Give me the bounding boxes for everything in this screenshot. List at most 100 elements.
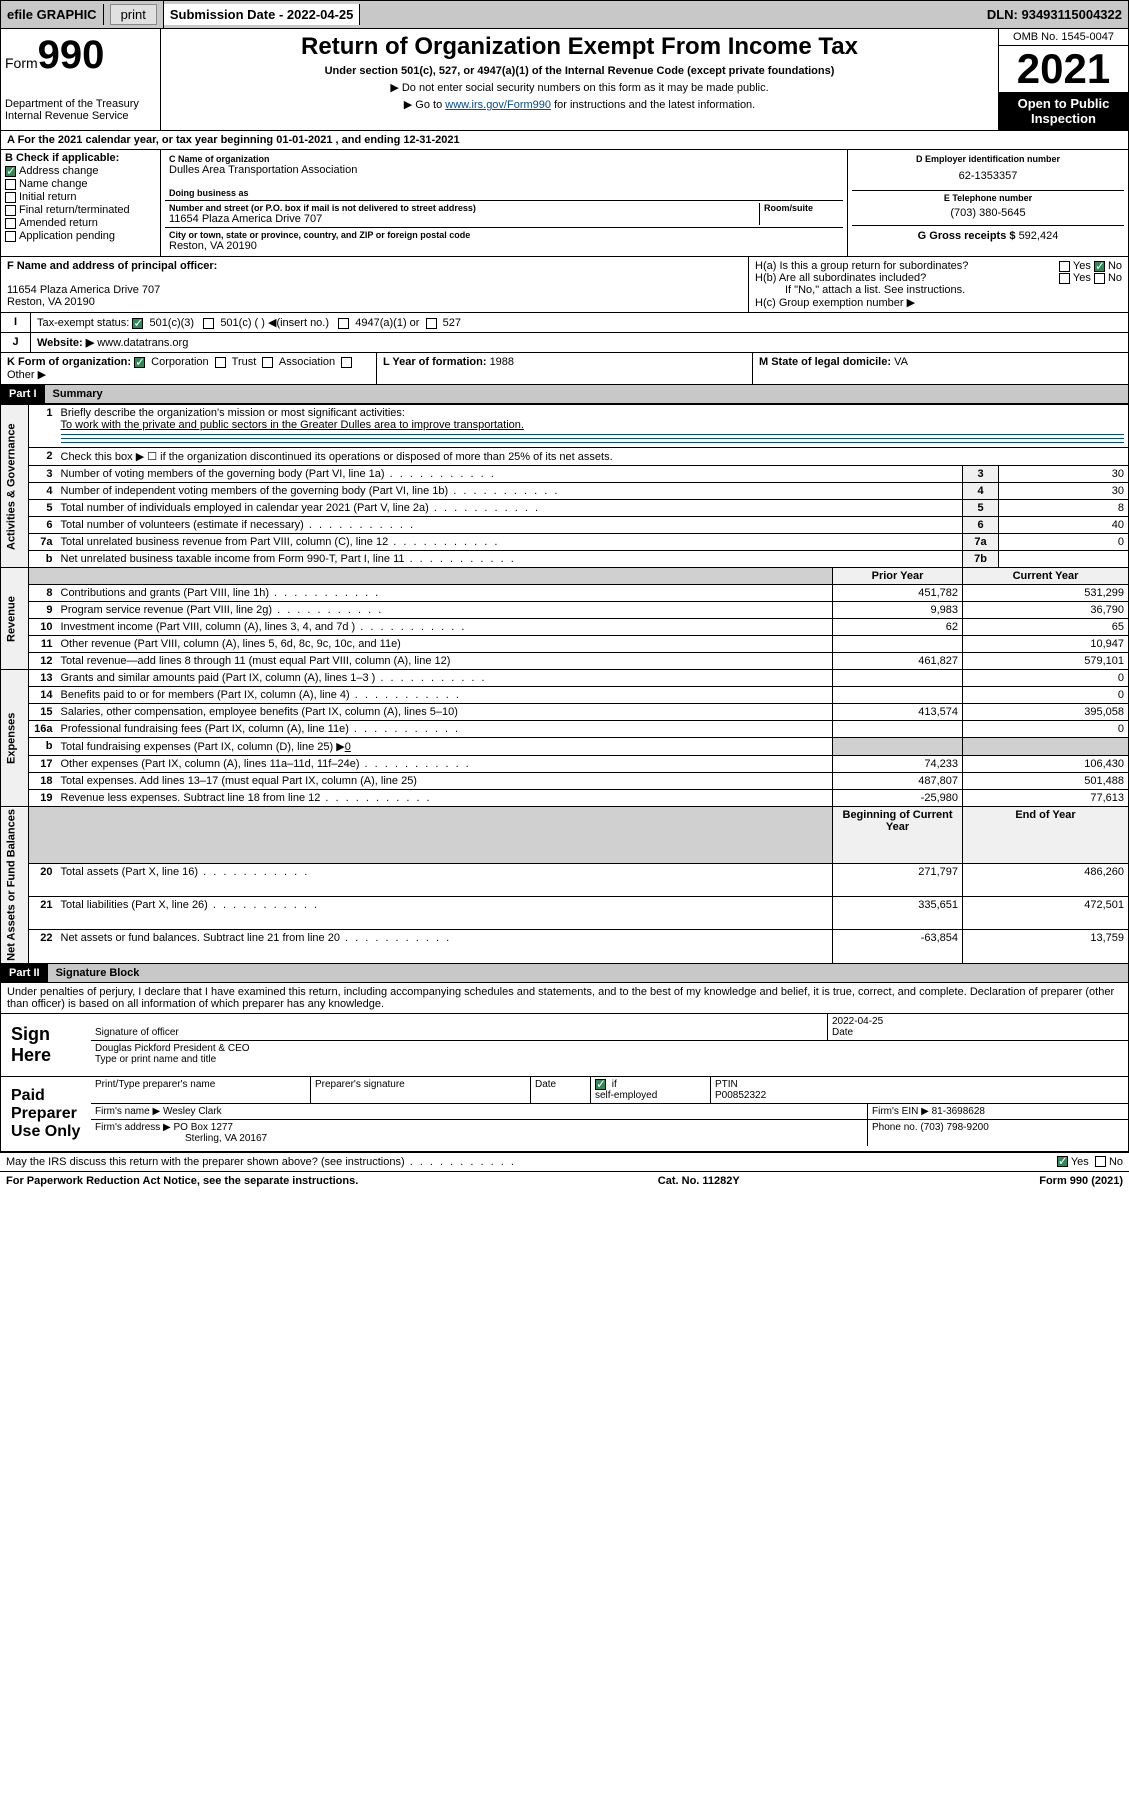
line-19-prior: -25,980 (833, 790, 963, 807)
dln: DLN: 93493115004322 (981, 4, 1128, 25)
discuss-label: May the IRS discuss this return with the… (6, 1156, 516, 1168)
print-button-wrap: print (104, 1, 164, 28)
ha-label: H(a) Is this a group return for subordin… (755, 260, 968, 272)
line-2: Check this box ▶ ☐ if the organization d… (57, 448, 1129, 466)
org-name-label: C Name of organization (169, 154, 839, 164)
net-label: Net Assets or Fund Balances (1, 807, 29, 964)
gov-section: Activities & Governance 1 Briefly descri… (1, 405, 1129, 448)
checkbox-icon[interactable] (1059, 273, 1070, 284)
ptin-label: PTIN (715, 1079, 738, 1090)
line-17-desc: Other expenses (Part IX, column (A), lin… (57, 756, 833, 773)
checkbox-icon[interactable] (1094, 273, 1105, 284)
check-final-return[interactable]: Final return/terminated (5, 204, 156, 216)
row-f-h: F Name and address of principal officer:… (0, 257, 1129, 313)
box-c: C Name of organization Dulles Area Trans… (161, 150, 848, 256)
checkbox-icon (5, 218, 16, 229)
checkbox-icon[interactable] (341, 357, 352, 368)
line-7b-num: b (29, 551, 57, 568)
line-19-curr: 77,613 (963, 790, 1129, 807)
org-name: Dulles Area Transportation Association (169, 164, 839, 176)
box-d: D Employer identification number 62-1353… (852, 152, 1124, 191)
exp-label: Expenses (1, 670, 29, 807)
line-16b-desc: Total fundraising expenses (Part IX, col… (57, 738, 833, 756)
line-14-prior (833, 687, 963, 704)
line-6-box: 6 (963, 517, 999, 534)
tax-status-label: Tax-exempt status: (37, 317, 129, 329)
form-prefix: Form (5, 55, 38, 71)
checkbox-icon[interactable] (426, 318, 437, 329)
line-13-desc: Grants and similar amounts paid (Part IX… (57, 670, 833, 687)
efile-label: efile GRAPHIC (1, 4, 104, 25)
street-row: Number and street (or P.O. box if mail i… (165, 201, 843, 228)
paid-preparer-block: Paid Preparer Use Only Print/Type prepar… (0, 1077, 1129, 1152)
no-label: No (1109, 1156, 1123, 1168)
line-22-curr: 13,759 (963, 930, 1129, 963)
line-5-box: 5 (963, 500, 999, 517)
line-10-num: 10 (29, 619, 57, 636)
line-6-val: 40 (999, 517, 1129, 534)
checkbox-icon (5, 166, 16, 177)
sig-date-cell: 2022-04-25Date (828, 1014, 1128, 1040)
box-b-label: B Check if applicable: (5, 152, 156, 164)
net-spacer (29, 807, 57, 864)
period-mid: , and ending (332, 134, 403, 146)
line-11-curr: 10,947 (963, 636, 1129, 653)
checkbox-icon[interactable] (1095, 1156, 1106, 1167)
checkbox-icon[interactable] (1057, 1156, 1068, 1167)
checkbox-icon[interactable] (595, 1079, 606, 1090)
prior-year-hdr: Prior Year (833, 568, 963, 585)
phone-label: E Telephone number (856, 193, 1120, 203)
checkbox-icon (5, 231, 16, 242)
initial-label: Initial return (19, 191, 76, 203)
line-11-prior (833, 636, 963, 653)
check-name-change[interactable]: Name change (5, 178, 156, 190)
line-16b-val: 0 (345, 741, 351, 753)
check-address-change[interactable]: Address change (5, 165, 156, 177)
part2-header: Part II Signature Block (0, 964, 1129, 983)
footer: For Paperwork Reduction Act Notice, see … (0, 1171, 1129, 1190)
line-11-num: 11 (29, 636, 57, 653)
checkbox-icon (5, 205, 16, 216)
checkbox-icon[interactable] (262, 357, 273, 368)
goto-note: ▶ Go to www.irs.gov/Form990 for instruct… (165, 98, 994, 111)
check-app-pending[interactable]: Application pending (5, 230, 156, 242)
firm-ein-label: Firm's EIN ▶ (872, 1106, 932, 1117)
form-number: Form990 (5, 33, 156, 78)
check-amended[interactable]: Amended return (5, 217, 156, 229)
line-17-prior: 74,233 (833, 756, 963, 773)
checkbox-icon[interactable] (1094, 261, 1105, 272)
amended-label: Amended return (19, 217, 98, 229)
city-value: Reston, VA 20190 (169, 240, 839, 252)
part1-table: Activities & Governance 1 Briefly descri… (0, 404, 1129, 964)
line-20-num: 20 (29, 863, 57, 896)
gov-label: Activities & Governance (1, 405, 29, 568)
i-label: I (1, 313, 31, 332)
prep-name-label: Print/Type preparer's name (91, 1077, 311, 1103)
open-inspection: Open to Public Inspection (999, 92, 1128, 130)
rule-line (61, 441, 1125, 443)
j-label: J (1, 333, 31, 352)
checkbox-icon[interactable] (215, 357, 226, 368)
line-12-curr: 579,101 (963, 653, 1129, 670)
line-4-desc: Number of independent voting members of … (57, 483, 963, 500)
line-16a-num: 16a (29, 721, 57, 738)
irs-link[interactable]: www.irs.gov/Form990 (445, 99, 551, 111)
line-2-num: 2 (29, 448, 57, 466)
checkbox-icon[interactable] (132, 318, 143, 329)
line-3-val: 30 (999, 466, 1129, 483)
m-value: VA (894, 356, 908, 368)
line-7a-box: 7a (963, 534, 999, 551)
discuss-yn: Yes No (1057, 1156, 1123, 1168)
yes-label: Yes (1071, 1156, 1089, 1168)
checkbox-icon[interactable] (203, 318, 214, 329)
line-22-prior: -63,854 (833, 930, 963, 963)
checkbox-icon[interactable] (1059, 261, 1070, 272)
print-button[interactable]: print (110, 4, 157, 25)
checkbox-icon[interactable] (338, 318, 349, 329)
check-initial-return[interactable]: Initial return (5, 191, 156, 203)
form-990-number: 990 (38, 33, 105, 77)
527-label: 527 (443, 317, 461, 329)
checkbox-icon[interactable] (134, 357, 145, 368)
line-14-curr: 0 (963, 687, 1129, 704)
line-19-desc: Revenue less expenses. Subtract line 18 … (57, 790, 833, 807)
